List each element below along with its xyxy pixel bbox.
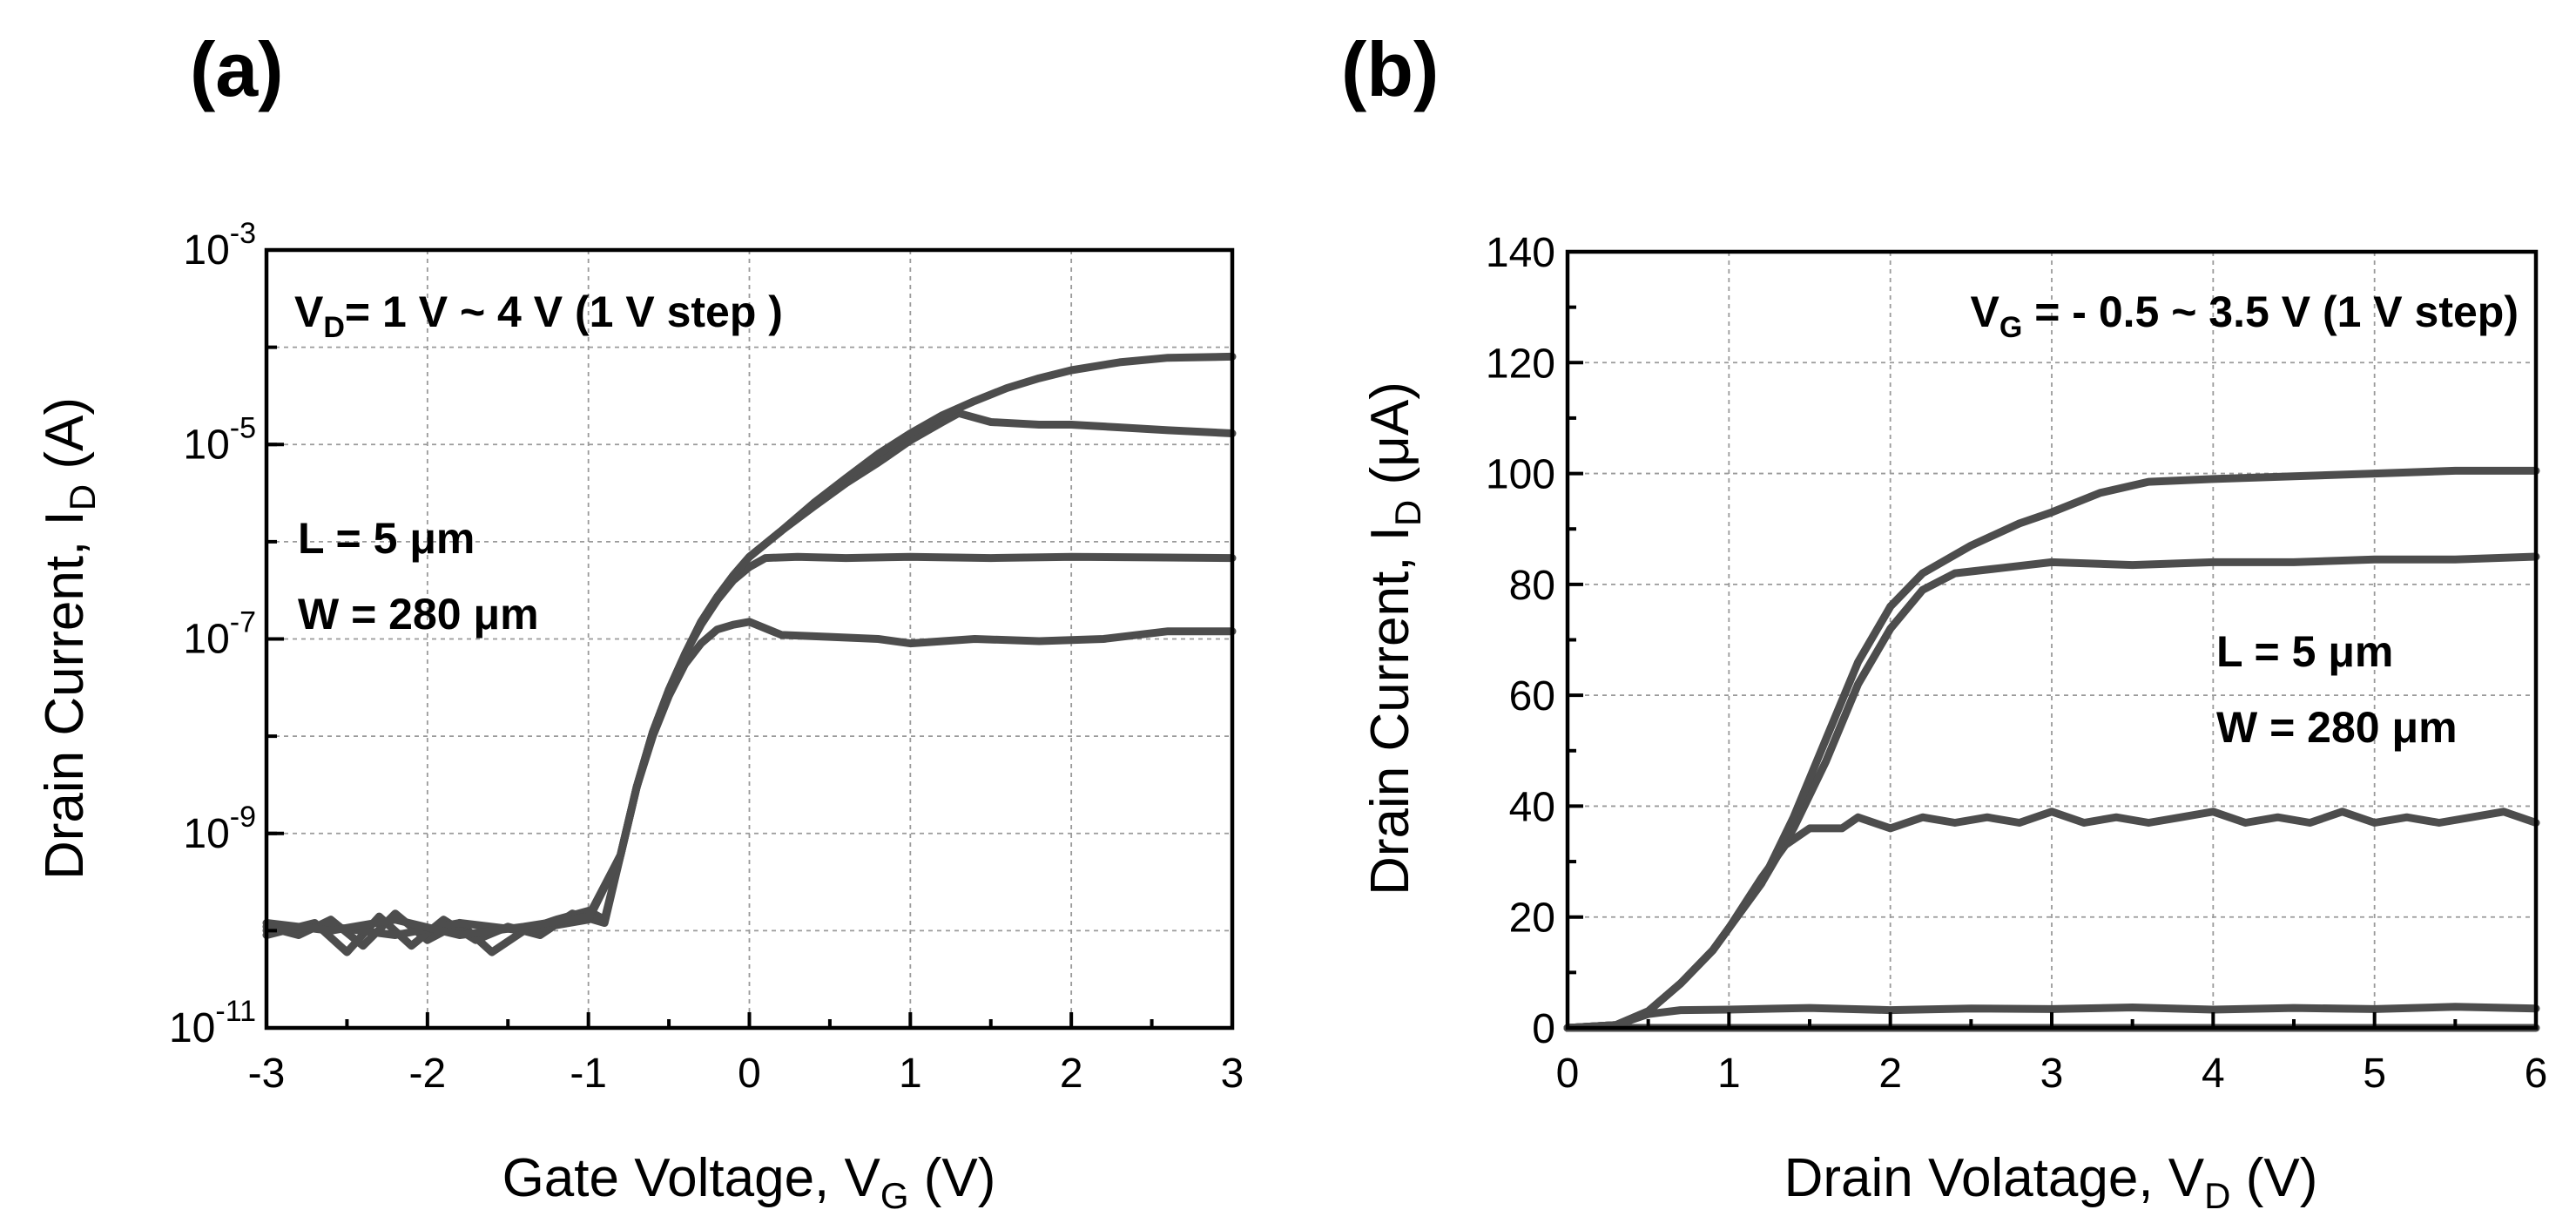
x-tick-label: 1 [1717, 1051, 1741, 1097]
y-tick-label: 10-9 [183, 801, 256, 857]
x-tick-labels-b: 0 1 2 3 4 5 6 [1556, 1051, 2548, 1097]
x-tick-label: 3 [1221, 1051, 1244, 1097]
y-axis-title-b: Drain Current, ID (μA) [1360, 382, 1428, 895]
y-tick-label: 120 [1486, 341, 1555, 387]
y-tick-label: 10-11 [169, 995, 256, 1051]
y-tick-label: 40 [1509, 784, 1555, 830]
x-tick-label: 6 [2525, 1051, 2548, 1097]
series-line-3 [262, 409, 1237, 939]
y-tick-label: 10-3 [183, 217, 256, 274]
y-tick-label: 140 [1486, 230, 1555, 276]
x-tick-label: 3 [2040, 1051, 2064, 1097]
y-tick-label: 80 [1509, 563, 1555, 609]
x-tick-label: 0 [1556, 1051, 1580, 1097]
x-tick-labels-a: -3 -2 -1 0 1 2 3 [248, 1051, 1244, 1097]
x-tick-label: 5 [2363, 1051, 2386, 1097]
x-tick-label: -1 [570, 1051, 607, 1097]
y-tick-label: 10-7 [183, 606, 256, 663]
y-tick-labels-b: 0 20 40 60 80 100 120 140 [1486, 230, 1555, 1052]
ticks-b [1566, 250, 2538, 1030]
y-axis-title-a: Drain Current, ID (A) [35, 397, 103, 880]
y-tick-label: 100 [1486, 452, 1555, 498]
panel-b: (b) 0 1 2 3 4 5 6 0 20 40 60 80 100 120 140 Drain Vol… [1341, 26, 2547, 1216]
y-tick-label: 20 [1509, 895, 1555, 942]
y-tick-label: 0 [1532, 1006, 1555, 1052]
width-annotation-b: W = 280 μm [2216, 703, 2458, 752]
length-annotation-b: L = 5 μm [2216, 627, 2393, 676]
width-annotation-a: W = 280 μm [298, 590, 539, 639]
x-tick-label: 2 [1060, 1051, 1083, 1097]
x-tick-label: 4 [2202, 1051, 2225, 1097]
condition-annotation-b: VG = - 0.5 ~ 3.5 V (1 V step) [1970, 287, 2519, 344]
grid-b [1568, 252, 2536, 1028]
panel-label-a: (a) [190, 26, 284, 112]
series-line-4 [262, 352, 1237, 939]
x-tick-label: -2 [408, 1051, 446, 1097]
x-tick-label: 1 [899, 1051, 922, 1097]
x-axis-title-b: Drain Volatage, VD (V) [1784, 1148, 2318, 1216]
ticks-a [265, 248, 1234, 1030]
x-tick-label: 2 [1878, 1051, 1902, 1097]
y-tick-labels-a: 10-11 10-9 10-7 10-5 10-3 [169, 217, 256, 1051]
panel-label-b: (b) [1341, 26, 1439, 112]
condition-annotation-a: VD= 1 V ~ 4 V (1 V step ) [294, 287, 783, 344]
x-axis-title-a: Gate Voltage, VG (V) [502, 1148, 996, 1216]
y-tick-label: 60 [1509, 673, 1555, 720]
series-line-5 [1563, 466, 2540, 1032]
y-tick-label: 10-5 [183, 411, 256, 468]
curves-a [262, 352, 1237, 956]
x-tick-label: -3 [248, 1051, 286, 1097]
series-line-2 [1563, 1003, 2540, 1032]
length-annotation-a: L = 5 μm [298, 514, 475, 563]
x-tick-label: 0 [738, 1051, 761, 1097]
panel-a: (a) -3 -2 -1 0 1 2 3 10-11 10-9 10-7 10-5 10-3 Gat… [35, 26, 1244, 1216]
